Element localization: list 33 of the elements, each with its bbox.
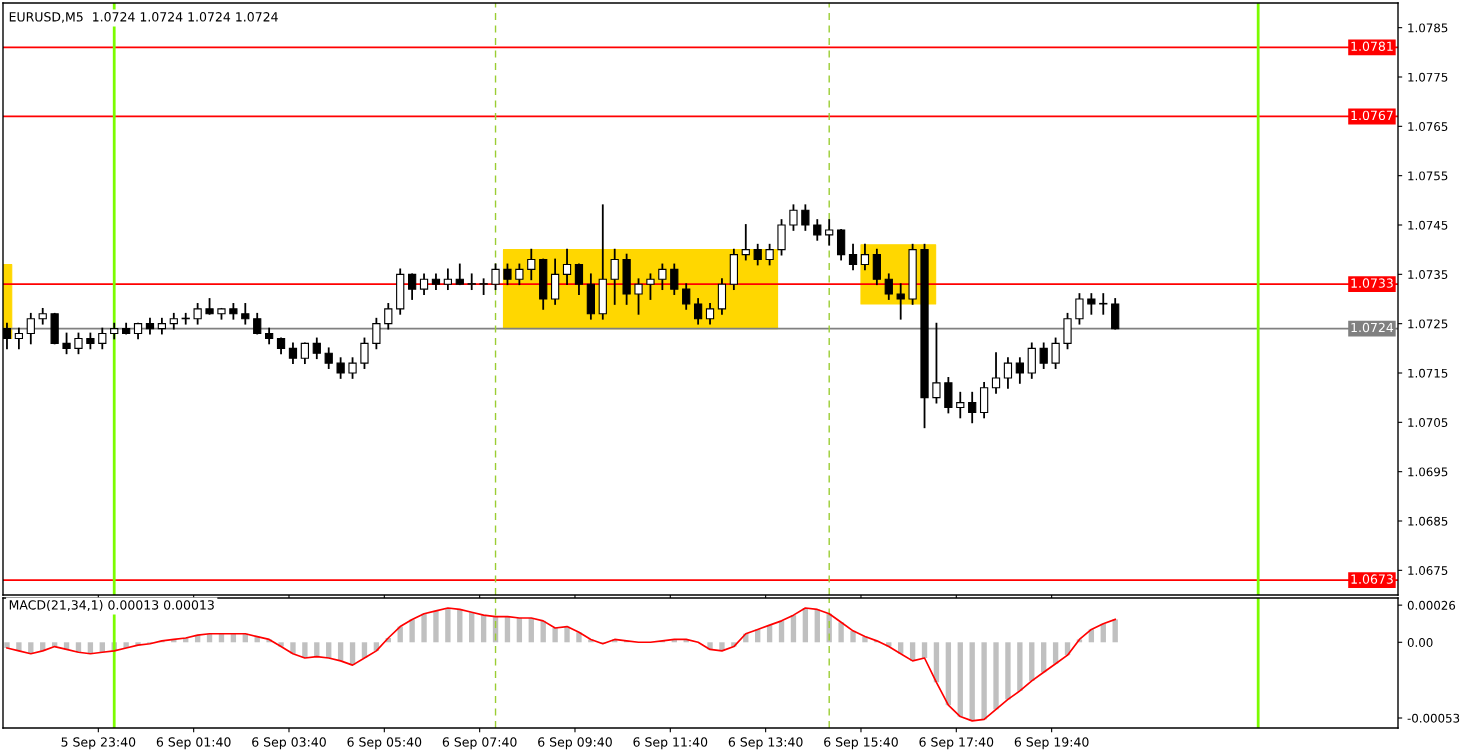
y-tick-label: 1.0765 [1408,122,1448,131]
x-tick-label: 6 Sep 09:40 [538,737,612,750]
y-tick-label: 1.0705 [1408,418,1448,427]
y-tick-label: 1.0735 [1408,270,1448,279]
y-tick-label: 0.00 [1407,638,1433,647]
y-tick-label: 1.0745 [1408,220,1448,230]
y-tick-label: 1.0675 [1408,566,1448,575]
y-tick-label: 0.00026 [1407,600,1456,610]
y-tick-label: 1.0775 [1408,72,1448,82]
x-tick-label: 6 Sep 05:40 [347,737,422,750]
y-tick-label: -0.00053 [1407,713,1460,723]
x-tick-label: 5 Sep 23:40 [61,737,136,750]
x-tick-label: 6 Sep 13:40 [728,737,803,750]
x-tick-label: 6 Sep 19:40 [1014,737,1089,750]
x-tick-label: 6 Sep 17:40 [919,737,994,750]
chart-title: MACD(21,34,1) 0.00013 0.00013 [9,599,214,612]
x-tick-label: 6 Sep 01:40 [156,737,231,750]
y-tick-label: 1.0785 [1408,23,1448,33]
y-tick-label: 1.0715 [1408,368,1448,378]
x-tick-label: 6 Sep 11:40 [633,737,708,750]
x-tick-label: 6 Sep 03:40 [252,737,326,750]
y-tick-label: 1.0695 [1408,467,1448,477]
x-tick-label: 6 Sep 07:40 [442,737,517,750]
ref-line-label: 1.0724 [1351,322,1394,333]
ref-line-label: 1.0781 [1351,41,1393,52]
x-tick-label: 6 Sep 15:40 [824,737,898,750]
ref-line-label: 1.0733 [1351,278,1393,288]
y-tick-label: 1.0685 [1408,516,1448,526]
ref-line-label: 1.0673 [1351,574,1393,584]
y-tick-label: 1.0755 [1408,171,1448,181]
y-tick-label: 1.0725 [1408,319,1448,329]
ref-line-label: 1.0767 [1351,110,1393,121]
text: EURUSD,M5 1.0724 1.0724 1.0724 1.0724 [9,12,278,23]
